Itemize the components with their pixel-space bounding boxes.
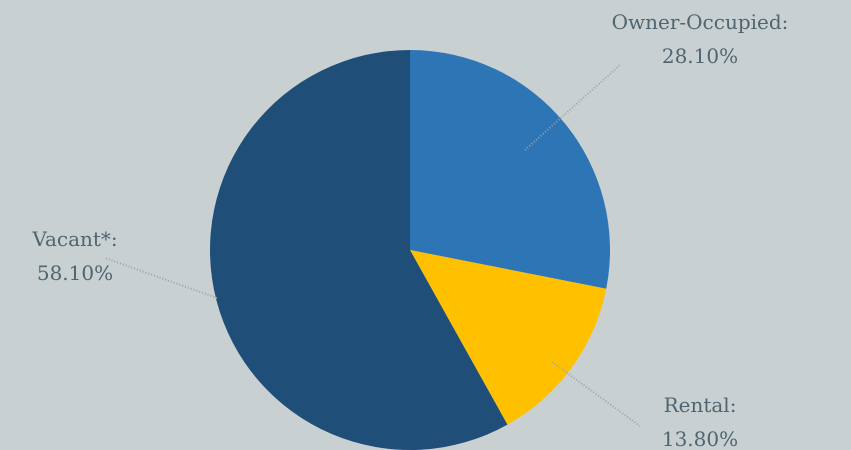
leader-line [551,361,641,427]
leader-lines-layer [104,64,641,427]
leader-line [524,64,621,151]
slices-layer [209,49,611,450]
pie-slice-vacant [209,49,508,450]
leader-line [104,257,218,299]
slice-label-value: 58.10% [37,261,113,285]
slice-label-name: Owner-Occupied: [612,10,789,34]
slice-label-value: 13.80% [662,427,738,450]
slice-label-name: Vacant*: [31,227,117,251]
pie-slice-rental [410,250,607,425]
labels-layer: Owner-Occupied: 28.10% Rental: 13.80% Vacant… [31,10,788,450]
pie-slice-owner-occupied [410,50,611,289]
slice-label-name: Rental: [664,393,737,417]
slice-label-value: 28.10% [662,44,738,68]
